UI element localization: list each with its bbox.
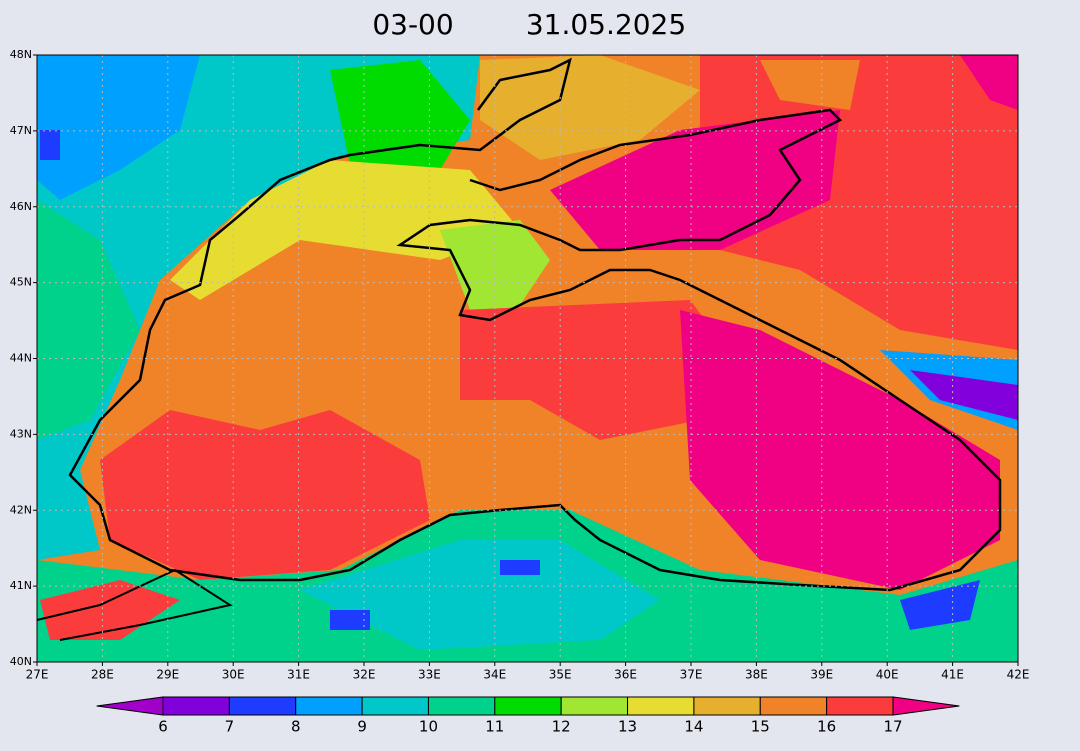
x-tick-label: 39E <box>810 668 833 682</box>
colorbar-segment <box>361 696 429 716</box>
map-frame <box>36 54 1019 663</box>
colorbar-segment <box>427 696 496 716</box>
y-tick-label: 42N <box>10 503 32 516</box>
colorbar-segment <box>759 696 828 716</box>
colorbar-segment <box>228 696 297 716</box>
colorbar-segment <box>826 696 894 716</box>
colorbar-label: 14 <box>684 718 703 736</box>
colorbar-segment <box>627 696 695 716</box>
colorbar-label: 15 <box>751 718 770 736</box>
colorbar-extend-low <box>96 696 164 716</box>
x-tick-label: 37E <box>680 668 703 682</box>
x-tick-label: 38E <box>745 668 768 682</box>
colorbar-label: 17 <box>883 718 902 736</box>
x-tick-label: 29E <box>156 668 179 682</box>
x-tick-label: 35E <box>549 668 572 682</box>
x-tick-label: 27E <box>26 668 49 682</box>
colorbar-label: 11 <box>485 718 504 736</box>
x-tick-label: 41E <box>941 668 964 682</box>
y-tick-label: 43N <box>10 427 32 440</box>
x-tick-label: 33E <box>418 668 441 682</box>
colorbar: 6 7 8 9 10 11 12 13 14 15 16 17 <box>96 696 960 736</box>
x-tick-label: 34E <box>483 668 506 682</box>
x-tick-label: 32E <box>353 668 376 682</box>
y-tick-label: 47N <box>10 124 32 137</box>
colorbar-segment <box>560 696 629 716</box>
x-tick-label: 30E <box>222 668 245 682</box>
y-tick-label: 46N <box>10 200 32 213</box>
x-tick-label: 36E <box>614 668 637 682</box>
colorbar-extend-high <box>892 696 960 716</box>
y-tick-label: 45N <box>10 276 32 289</box>
y-tick-label: 44N <box>10 352 32 365</box>
colorbar-label: 6 <box>158 718 168 736</box>
colorbar-segment <box>162 696 230 716</box>
x-tick-label: 40E <box>876 668 899 682</box>
title-date: 31.05.2025 <box>526 8 686 41</box>
colorbar-label: 8 <box>291 718 301 736</box>
coastline <box>68 57 1002 592</box>
colorbar-label: 12 <box>552 718 571 736</box>
title-time: 03-00 <box>372 8 453 41</box>
colorbar-label: 13 <box>618 718 637 736</box>
y-tick-label: 40N <box>10 655 32 668</box>
colorbar-segment <box>295 696 363 716</box>
x-tick-label: 28E <box>91 668 114 682</box>
colorbar-label: 7 <box>225 718 235 736</box>
colorbar-segment <box>494 696 562 716</box>
y-tick-label: 48N <box>10 48 32 61</box>
y-tick-label: 41N <box>10 579 32 592</box>
colorbar-label: 10 <box>419 718 438 736</box>
colorbar-label: 9 <box>357 718 367 736</box>
colorbar-label: 16 <box>817 718 836 736</box>
x-tick-label: 31E <box>287 668 310 682</box>
bosporus-coast <box>36 568 233 641</box>
colorbar-segment <box>693 696 761 716</box>
x-tick-label: 42E <box>1007 668 1030 682</box>
